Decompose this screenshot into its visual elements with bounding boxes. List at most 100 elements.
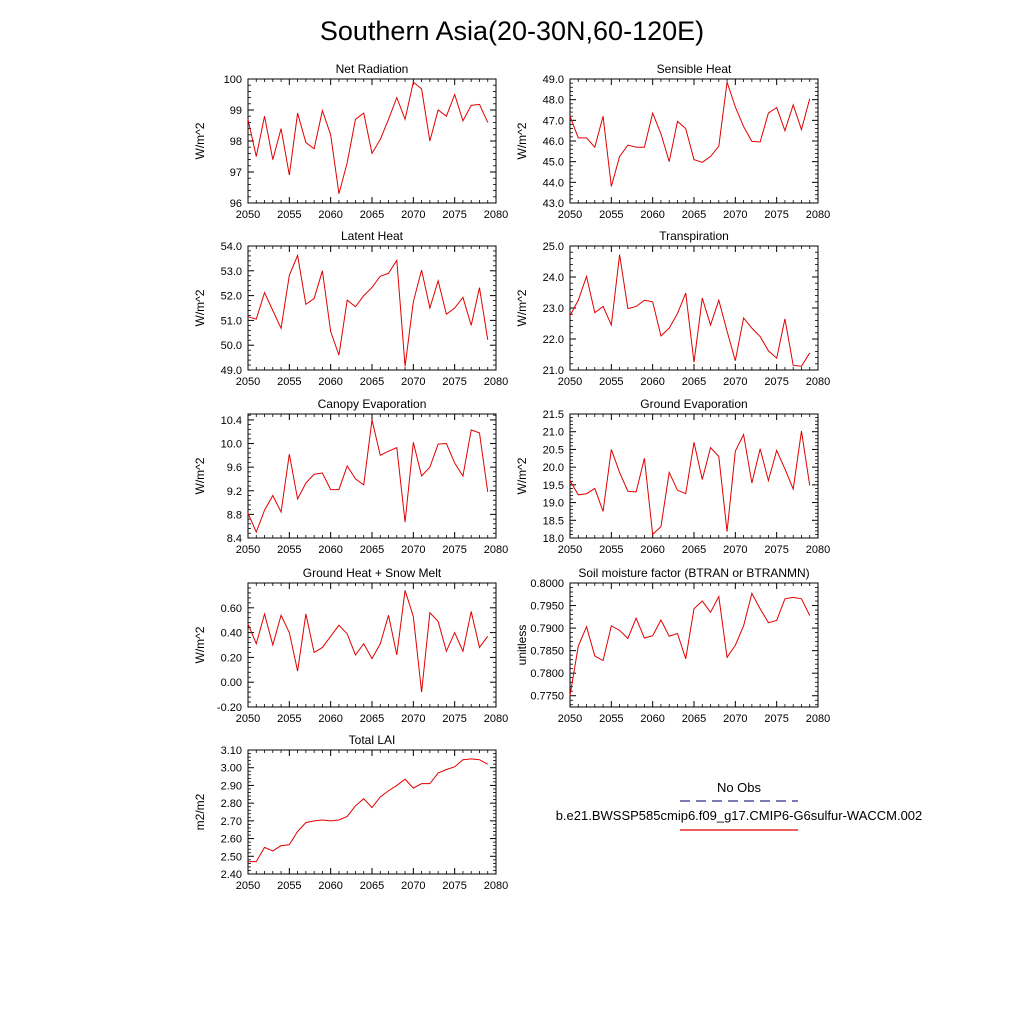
y-tick-label: -0.20 <box>217 702 242 714</box>
x-tick-label: 2060 <box>318 209 342 221</box>
x-tick-label: 2050 <box>236 209 260 221</box>
panel-title: Ground Heat + Snow Melt <box>303 566 442 580</box>
legend-model-label: b.e21.BWSSP585cmip6.f09_g17.CMIP6-G6sulf… <box>556 808 923 823</box>
y-tick-label: 23.0 <box>543 303 564 315</box>
y-tick-label: 50.0 <box>221 340 242 352</box>
x-tick-label: 2050 <box>558 209 582 221</box>
x-tick-label: 2075 <box>764 209 788 221</box>
y-tick-label: 25.0 <box>543 241 564 253</box>
x-tick-label: 2050 <box>558 544 582 556</box>
y-tick-label: 47.0 <box>543 115 564 127</box>
x-tick-label: 2070 <box>723 544 747 556</box>
y-tick-label: 3.00 <box>221 763 242 775</box>
y-tick-label: 51.0 <box>221 315 242 327</box>
x-tick-label: 2065 <box>360 544 384 556</box>
y-axis-label: W/m^2 <box>193 457 207 494</box>
y-tick-label: 98 <box>230 136 242 148</box>
y-tick-label: 21.5 <box>543 409 564 421</box>
y-tick-label: 2.60 <box>221 834 242 846</box>
y-tick-label: 44.0 <box>543 177 564 189</box>
x-tick-label: 2050 <box>236 880 260 892</box>
series-line <box>247 253 489 367</box>
y-tick-label: 10.4 <box>221 415 242 427</box>
series-line <box>247 590 489 693</box>
y-tick-label: 8.4 <box>227 533 242 545</box>
y-tick-label: 19.0 <box>543 498 564 510</box>
x-tick-label: 2075 <box>442 880 466 892</box>
x-tick-label: 2055 <box>277 880 301 892</box>
x-tick-label: 2080 <box>484 209 508 221</box>
x-tick-label: 2075 <box>764 544 788 556</box>
series-line <box>569 430 811 536</box>
y-tick-label: 100 <box>224 74 242 86</box>
series-line <box>569 592 811 696</box>
x-tick-label: 2075 <box>442 209 466 221</box>
panel-title: Canopy Evaporation <box>318 397 427 411</box>
y-tick-label: 0.7750 <box>530 691 564 703</box>
y-tick-label: 19.5 <box>543 480 564 492</box>
x-tick-label: 2065 <box>682 544 706 556</box>
y-axis-label: m2/m2 <box>193 793 207 830</box>
y-tick-label: 9.6 <box>227 462 242 474</box>
y-tick-label: 45.0 <box>543 157 564 169</box>
x-tick-label: 2080 <box>806 544 830 556</box>
chart-panels: Net Radiation 2050 2055 2060 2065 2070 2075 208… <box>193 62 830 892</box>
y-tick-label: 10.0 <box>221 439 242 451</box>
y-tick-label: 49.0 <box>543 74 564 86</box>
panel-title: Soil moisture factor (BTRAN or BTRANMN) <box>578 566 809 580</box>
x-tick-label: 2080 <box>484 713 508 725</box>
x-tick-label: 2070 <box>723 376 747 388</box>
y-tick-label: 53.0 <box>221 266 242 278</box>
x-tick-label: 2055 <box>599 209 623 221</box>
x-tick-label: 2080 <box>806 209 830 221</box>
y-axis-label: W/m^2 <box>515 457 529 494</box>
x-tick-label: 2060 <box>640 544 664 556</box>
y-axis-label: W/m^2 <box>193 289 207 326</box>
x-tick-label: 2075 <box>442 713 466 725</box>
x-tick-label: 2075 <box>442 544 466 556</box>
x-tick-label: 2055 <box>599 376 623 388</box>
y-tick-label: 0.00 <box>221 677 242 689</box>
x-tick-label: 2080 <box>484 880 508 892</box>
panel-sensible-heat: Sensible Heat 2050 2055 2060 2065 2070 2075 208… <box>515 62 830 221</box>
x-tick-label: 2075 <box>764 376 788 388</box>
x-tick-label: 2055 <box>277 209 301 221</box>
x-tick-label: 2065 <box>360 376 384 388</box>
x-tick-label: 2065 <box>682 209 706 221</box>
x-tick-label: 2075 <box>442 376 466 388</box>
x-tick-label: 2060 <box>640 713 664 725</box>
y-tick-label: 9.2 <box>227 486 242 498</box>
x-tick-label: 2065 <box>360 713 384 725</box>
series-line <box>569 254 811 367</box>
y-axis-label: unitless <box>515 625 529 666</box>
x-tick-label: 2055 <box>599 544 623 556</box>
y-tick-label: 21.0 <box>543 365 564 377</box>
x-tick-label: 2070 <box>723 209 747 221</box>
panel-title: Total LAI <box>349 733 396 747</box>
x-tick-label: 2065 <box>682 713 706 725</box>
x-tick-label: 2060 <box>640 376 664 388</box>
x-tick-label: 2050 <box>236 713 260 725</box>
y-tick-label: 0.7800 <box>530 668 564 680</box>
x-tick-label: 2070 <box>401 376 425 388</box>
panel-ground-heat-snow-melt: Ground Heat + Snow Melt 2050 2055 2060 2065 2… <box>193 566 508 725</box>
y-tick-label: 52.0 <box>221 291 242 303</box>
y-tick-label: 97 <box>230 167 242 179</box>
y-tick-label: 20.5 <box>543 444 564 456</box>
x-tick-label: 2065 <box>360 880 384 892</box>
x-tick-label: 2055 <box>277 713 301 725</box>
y-tick-label: 54.0 <box>221 241 242 253</box>
panel-soil-moisture-factor-btran-or-btranmn: Soil moisture factor (BTRAN or BTRANMN) 2… <box>515 566 830 725</box>
x-tick-label: 2055 <box>599 713 623 725</box>
y-tick-label: 0.7900 <box>530 623 564 635</box>
panel-latent-heat: Latent Heat 2050 2055 2060 2065 2070 2075 2080 4… <box>193 229 508 388</box>
x-tick-label: 2050 <box>236 376 260 388</box>
x-tick-label: 2050 <box>558 376 582 388</box>
series-line <box>247 81 489 194</box>
x-tick-label: 2070 <box>401 209 425 221</box>
x-tick-label: 2060 <box>318 713 342 725</box>
x-tick-label: 2070 <box>723 713 747 725</box>
x-tick-label: 2060 <box>640 209 664 221</box>
x-tick-label: 2080 <box>484 544 508 556</box>
y-tick-label: 3.10 <box>221 745 242 757</box>
